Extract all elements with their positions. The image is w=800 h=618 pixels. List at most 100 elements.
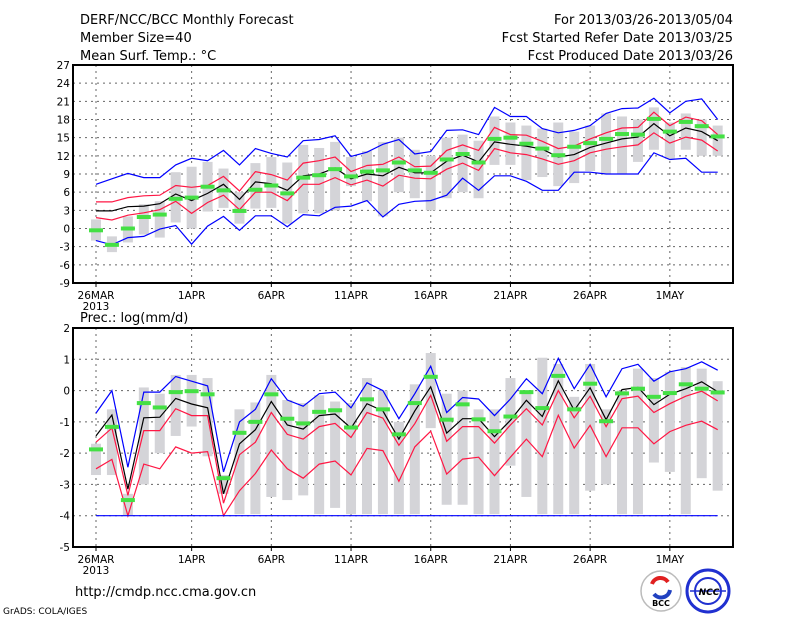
ensemble-range-bar <box>314 395 325 515</box>
x-tick-label: 1MAY <box>656 554 685 566</box>
ensemble-range-bar <box>696 119 707 156</box>
y-tick-label: 0 <box>63 224 70 236</box>
observed-marker <box>439 417 454 422</box>
plot-frame <box>72 64 734 284</box>
variable-label: Mean Surf. Temp.: °C <box>80 49 216 64</box>
observed-marker <box>630 386 645 391</box>
year-label: 2013 <box>83 565 110 577</box>
ensemble-range-bar <box>712 381 723 491</box>
x-tick-label: 1APR <box>178 554 206 566</box>
observed-marker <box>471 417 486 422</box>
observed-marker <box>200 392 215 397</box>
observed-marker <box>567 407 582 412</box>
observed-marker <box>375 168 390 173</box>
observed-marker <box>168 196 183 201</box>
observed-marker <box>646 116 661 121</box>
x-tick-label: 26MAR <box>78 554 115 566</box>
observed-marker <box>551 373 566 378</box>
observed-marker <box>328 167 343 172</box>
x-tick-label: 1MAY <box>656 290 685 302</box>
observed-marker <box>662 391 677 396</box>
ensemble-range-bar <box>664 122 675 159</box>
y-tick-label: 2 <box>63 323 70 335</box>
observed-marker <box>216 188 231 193</box>
upper-spread-line <box>95 389 719 504</box>
observed-marker <box>455 152 470 157</box>
x-tick-label: 26MAR <box>78 290 115 302</box>
y-tick-label: -9 <box>60 278 70 290</box>
observed-marker <box>280 416 295 421</box>
ensemble-range-bar <box>361 150 372 202</box>
ensemble-range-bar <box>585 125 596 171</box>
upper-spread-line <box>96 111 719 203</box>
ensemble-range-bar <box>234 192 245 224</box>
observed-marker <box>296 421 311 426</box>
ncc-logo: NCC <box>685 568 731 614</box>
ensemble-range-bar <box>617 390 628 515</box>
ensemble-range-bar <box>122 493 133 516</box>
ensemble-range-bar <box>441 393 452 505</box>
ensemble-range-bar <box>298 403 309 496</box>
y-tick-label: -1 <box>60 417 70 429</box>
ensemble-range-bar <box>505 378 516 466</box>
observed-marker <box>359 397 374 402</box>
observed-marker <box>407 168 422 173</box>
ensemble-max-line <box>95 97 719 185</box>
y-tick-label: -2 <box>60 448 70 460</box>
member-size: Member Size=40 <box>80 31 192 46</box>
observed-marker <box>136 401 151 406</box>
observed-marker <box>599 136 614 141</box>
ensemble-range-bar <box>282 399 293 501</box>
observed-marker <box>136 214 151 219</box>
ensemble-range-bar <box>186 374 197 427</box>
ensemble-range-bar <box>664 371 675 472</box>
observed-marker <box>439 157 454 162</box>
observed-marker <box>503 414 518 419</box>
observed-marker <box>296 175 311 180</box>
ensemble-range-bar <box>521 125 532 181</box>
observed-marker <box>662 129 677 134</box>
observed-marker <box>104 242 119 247</box>
x-tick-label: 21APR <box>493 554 527 566</box>
ensemble-range-bar <box>489 409 500 515</box>
observed-marker <box>184 195 199 200</box>
ensemble-min-line <box>95 152 718 246</box>
observed-marker <box>120 498 135 503</box>
ensemble-range-bar <box>266 374 277 497</box>
ensemble-range-bar <box>648 378 659 463</box>
ensemble-range-bar <box>346 403 357 515</box>
x-tick-label: 26APR <box>573 290 607 302</box>
observed-marker <box>280 191 295 196</box>
ncc-logo-text: NCC <box>699 588 720 598</box>
observed-marker <box>487 136 502 141</box>
ensemble-range-bar <box>601 409 612 485</box>
ensemble-range-bar <box>441 137 452 199</box>
observed-marker <box>248 187 263 192</box>
plot-frame <box>72 327 734 548</box>
observed-marker <box>678 382 693 387</box>
lower-spread-line <box>95 132 719 221</box>
ensemble-range-bar <box>106 409 117 476</box>
x-tick-label: 11APR <box>334 554 368 566</box>
y-tick-label: 9 <box>63 169 70 181</box>
observed-marker <box>519 390 534 395</box>
year-label: 2013 <box>83 301 110 313</box>
precip-panel-title: Prec.: log(mm/d) <box>80 311 188 326</box>
x-tick-label: 6APR <box>258 554 286 566</box>
ensemble-range-bar <box>377 390 388 515</box>
observed-marker <box>216 476 231 481</box>
ensemble-range-bar <box>170 374 181 436</box>
y-tick-label: 24 <box>57 78 71 90</box>
observed-marker <box>407 401 422 406</box>
y-tick-label: 21 <box>57 96 70 108</box>
ensemble-range-bar <box>266 157 277 208</box>
ensemble-range-bar <box>425 353 436 429</box>
y-tick-label: -4 <box>60 511 71 523</box>
observed-marker <box>678 119 693 124</box>
y-tick-label: -6 <box>60 260 71 272</box>
y-tick-label: 0 <box>63 386 70 398</box>
source-url[interactable]: http://cmdp.ncc.cma.gov.cn <box>75 585 256 600</box>
observed-marker <box>312 173 327 178</box>
y-tick-label: -3 <box>60 479 70 491</box>
